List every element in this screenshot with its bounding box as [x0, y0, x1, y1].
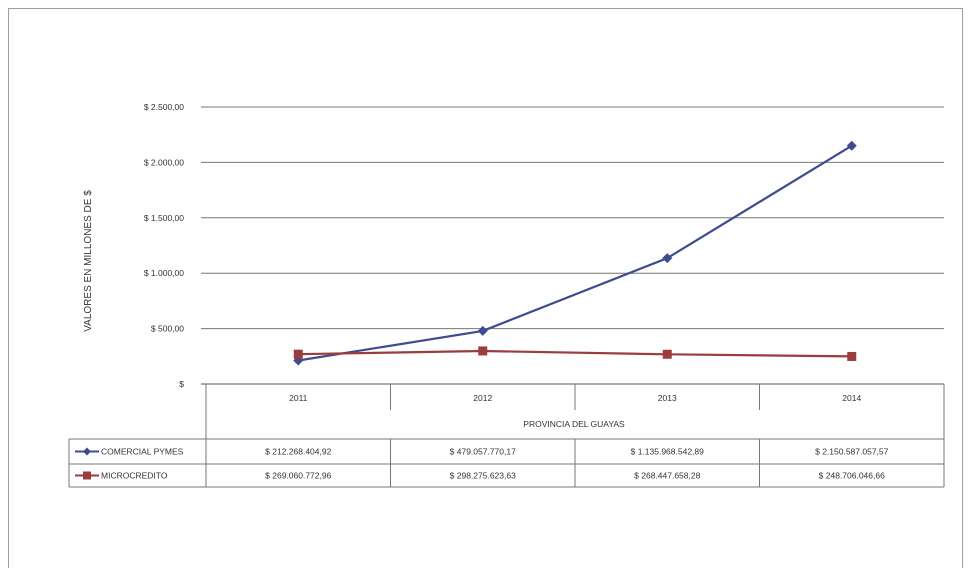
series-lines	[293, 140, 857, 366]
table-cell: $ 479.057.770,17	[450, 447, 516, 457]
series-line	[298, 144, 853, 362]
data-point	[478, 346, 488, 356]
line-chart: VALORES EN MILLONES DE $ $ $ 500,00 $ 1.00…	[68, 102, 945, 488]
y-tick-label: $	[179, 379, 184, 389]
gridlines	[201, 106, 944, 385]
y-tick-label: $ 2.000,00	[144, 157, 184, 167]
y-tick-labels: $ $ 500,00 $ 1.000,00 $ 1.500,00 $ 2.000,00 $…	[144, 102, 184, 389]
x-tick-label: 2013	[658, 393, 677, 403]
y-axis-label: VALORES EN MILLONES DE $	[83, 190, 94, 332]
y-tick-label: $ 1.000,00	[144, 268, 184, 278]
y-tick-label: $ 1.500,00	[144, 213, 184, 223]
table-cell: $ 1.135.968.542,89	[631, 447, 705, 457]
table-cell: $ 269.060.772,96	[265, 471, 331, 481]
data-point	[846, 140, 857, 151]
data-point	[293, 349, 303, 359]
legend-label: COMERCIAL PYMES	[101, 447, 184, 457]
data-point	[847, 351, 857, 361]
table-cell: $ 2.150.587.057,57	[815, 447, 889, 457]
data-table: 2011 2012 2013 2014 COMERCIAL PYMES $ 212.268…	[68, 384, 945, 488]
y-tick-label: $ 500,00	[151, 324, 184, 334]
table-cell: $ 298.275.623,63	[450, 471, 516, 481]
x-axis-label: PROVINCIA DEL GUAYAS	[523, 419, 625, 429]
legend-label: MICROCREDITO	[101, 471, 168, 481]
x-tick-label: 2011	[289, 393, 308, 403]
table-cell: $ 212.268.404,92	[265, 447, 331, 457]
legend-key-marker	[83, 471, 91, 480]
legend-key-marker	[83, 447, 91, 456]
series-line	[298, 349, 852, 358]
data-point	[477, 325, 488, 336]
table-cell: $ 268.447.658,28	[634, 471, 700, 481]
y-tick-label: $ 2.500,00	[144, 102, 184, 112]
data-point	[662, 349, 672, 359]
x-tick-label: 2012	[473, 393, 492, 403]
table-cell: $ 248.706.046,66	[819, 471, 885, 481]
x-tick-label: 2014	[842, 393, 861, 403]
chart-frame: VALORES EN MILLONES DE $ $ $ 500,00 $ 1.00…	[8, 8, 963, 568]
data-point	[662, 253, 673, 264]
